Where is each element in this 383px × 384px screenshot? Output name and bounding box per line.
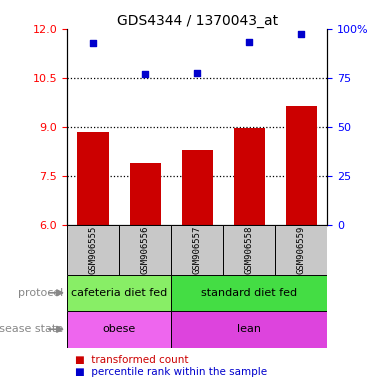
Text: GSM906558: GSM906558 <box>245 225 254 274</box>
Text: GSM906559: GSM906559 <box>297 225 306 274</box>
Bar <box>67 225 119 275</box>
Bar <box>275 225 327 275</box>
Point <box>142 71 148 78</box>
Text: GSM906556: GSM906556 <box>141 225 150 274</box>
Bar <box>223 225 275 275</box>
Text: GSM906557: GSM906557 <box>193 225 202 274</box>
Text: ■  transformed count: ■ transformed count <box>75 355 188 365</box>
Bar <box>171 275 327 311</box>
Text: standard diet fed: standard diet fed <box>201 288 297 298</box>
Text: GSM906555: GSM906555 <box>88 225 98 274</box>
Text: disease state: disease state <box>0 324 63 334</box>
Point <box>194 70 200 76</box>
Text: lean: lean <box>237 324 261 334</box>
Text: cafeteria diet fed: cafeteria diet fed <box>71 288 167 298</box>
Bar <box>182 149 213 225</box>
Bar <box>286 106 317 225</box>
Bar <box>234 128 265 225</box>
Bar <box>77 132 109 225</box>
Text: protocol: protocol <box>18 288 63 298</box>
Text: obese: obese <box>103 324 136 334</box>
Point <box>90 40 96 46</box>
Bar <box>171 311 327 348</box>
Bar <box>129 163 161 225</box>
Bar <box>67 311 171 348</box>
Bar <box>67 275 171 311</box>
Point <box>298 31 304 37</box>
Text: ■  percentile rank within the sample: ■ percentile rank within the sample <box>75 367 267 377</box>
Title: GDS4344 / 1370043_at: GDS4344 / 1370043_at <box>117 14 278 28</box>
Bar <box>119 225 171 275</box>
Bar <box>171 225 223 275</box>
Point <box>246 39 252 45</box>
